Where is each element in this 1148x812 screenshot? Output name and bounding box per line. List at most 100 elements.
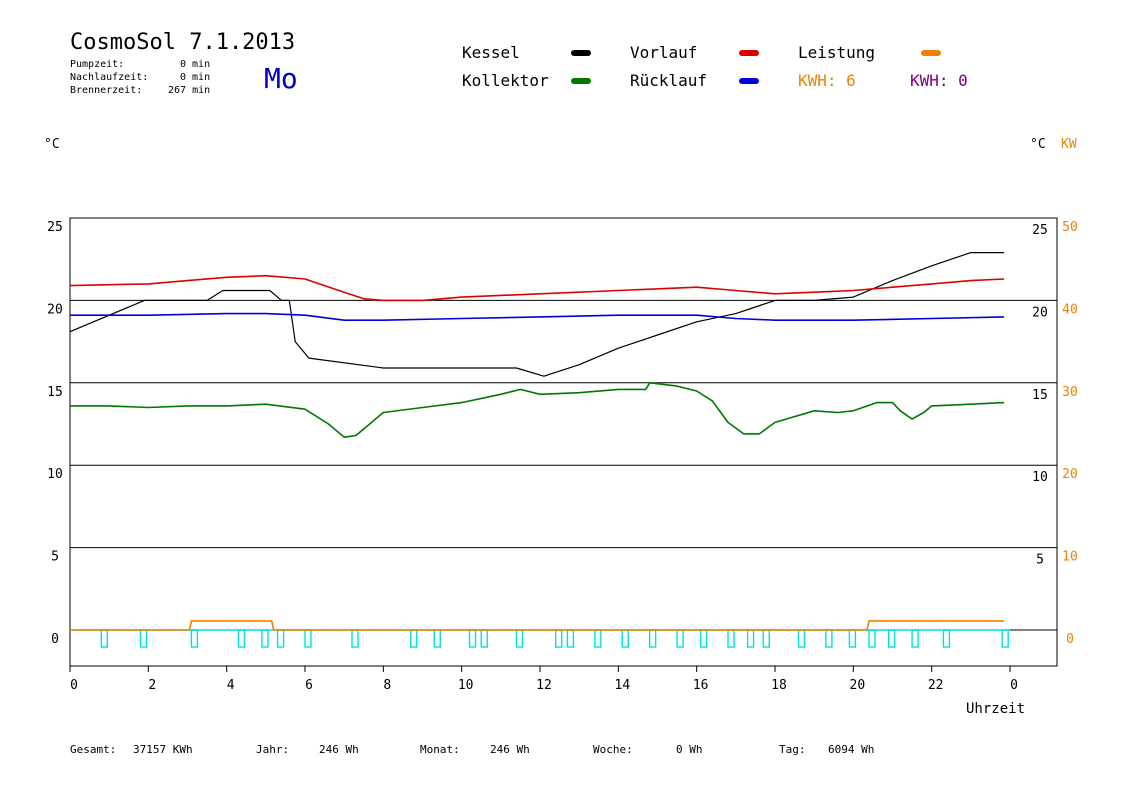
footer-jahr-label: Jahr:: [256, 743, 290, 756]
pump-pulse-mark: [304, 629, 312, 648]
pump-pulse-mark: [746, 629, 755, 648]
y-tick-left: 25: [47, 220, 63, 235]
x-tick-label: 18: [771, 678, 787, 693]
y-tick-left: 15: [47, 385, 63, 400]
right-axis-unit-kw: KW: [1061, 137, 1077, 152]
y-tick-left: 20: [47, 302, 63, 317]
pump-pulse-mark: [276, 629, 285, 648]
nachlauf-label: Nachlaufzeit:: [70, 72, 149, 83]
pump-pulse-mark: [621, 629, 629, 648]
brenner-label: Brennerzeit:: [70, 85, 143, 96]
nachlauf-value: 0 min: [180, 72, 211, 83]
left-axis-unit: °C: [44, 137, 60, 152]
pump-pulse-mark: [594, 629, 602, 648]
series-line-kollektor: [70, 382, 1005, 438]
x-tick-label: 2: [148, 678, 156, 693]
legend-kessel-label: Kessel: [462, 43, 520, 62]
footer-woche-value: 0 Wh: [676, 743, 703, 756]
x-tick-label: 20: [850, 678, 866, 693]
y-tick-right: 10: [1032, 470, 1048, 485]
x-tick-label: 22: [928, 678, 944, 693]
y-tick-right: 15: [1032, 388, 1048, 403]
app-title: CosmoSol 7.1.2013: [70, 30, 296, 55]
legend-ruecklauf-label: Rücklauf: [630, 71, 708, 90]
pump-pulse-mark: [1001, 629, 1009, 648]
pump-pulse-mark: [825, 629, 833, 648]
legend-ruecklauf-swatch: [739, 78, 759, 84]
y-tick-right-kw: 10: [1062, 550, 1078, 565]
legend-leistung-label: Leistung: [798, 43, 876, 62]
pump-pulse-mark: [468, 629, 477, 648]
x-tick-label: 0: [70, 678, 78, 693]
pump-pulse-mark: [868, 629, 876, 648]
pump-pulse-mark: [190, 629, 199, 648]
legend-kessel-swatch: [571, 50, 591, 56]
x-axis-label: Uhrzeit: [966, 701, 1026, 717]
footer-gesamt-label: Gesamt:: [70, 743, 117, 756]
pump-pulse-mark: [762, 629, 770, 648]
series-line-kessel: [69, 252, 1005, 377]
x-tick-label: 10: [458, 678, 474, 693]
y-tick-right-kw: 30: [1062, 385, 1078, 400]
footer-gesamt-value: 37157 KWh: [133, 743, 193, 756]
pump-pulse-mark: [699, 629, 708, 648]
x-tick-label: 6: [305, 678, 313, 693]
series-line-ruecklauf: [70, 312, 1005, 321]
kwh-leistung-value: KWH: 6: [798, 71, 856, 90]
footer-monat-value: 246 Wh: [490, 743, 530, 756]
pump-pulse-mark: [676, 629, 684, 648]
series-line-vorlauf: [69, 274, 1005, 302]
y-tick-right: 5: [1036, 553, 1044, 568]
pump-pulse-mark: [566, 629, 575, 648]
right-axis-unit: °C: [1030, 137, 1046, 152]
x-tick-label: 8: [383, 678, 391, 693]
pump-pulse-mark: [237, 629, 246, 648]
y-tick-left: 5: [51, 550, 59, 565]
pump-pulse-mark: [351, 629, 359, 648]
pump-pulse-mark: [261, 629, 269, 648]
weekday-label: Mo: [264, 62, 298, 95]
footer-monat-label: Monat:: [420, 743, 460, 756]
footer-tag-value: 6094 Wh: [828, 743, 875, 756]
pump-pulse-mark: [911, 629, 919, 648]
pump-pulse-mark: [848, 629, 857, 648]
brenner-value: 267 min: [168, 85, 211, 96]
y-tick-right: 25: [1032, 223, 1048, 238]
kwh-second-value: KWH: 0: [910, 71, 968, 90]
footer-tag-label: Tag:: [779, 743, 806, 756]
pump-pulse-mark: [515, 629, 524, 648]
pump-pulse-mark: [942, 629, 951, 648]
y-tick-right-kw: 50: [1062, 220, 1078, 235]
pump-pulse-mark: [887, 629, 896, 648]
footer-jahr-value: 246 Wh: [319, 743, 359, 756]
y-tick-left: 0: [51, 632, 59, 647]
y-tick-right-kw: 40: [1062, 302, 1078, 317]
y-tick-right-kw: 20: [1062, 467, 1078, 482]
y-tick-left: 10: [47, 467, 63, 482]
pump-pulse-mark: [727, 629, 735, 648]
pump-pulse-mark: [554, 629, 563, 648]
x-tick-label: 16: [693, 678, 709, 693]
pump-pulse-mark: [100, 629, 109, 648]
footer-woche-label: Woche:: [593, 743, 633, 756]
x-tick-label: 12: [536, 678, 552, 693]
series-line-leistung: [70, 620, 1005, 631]
legend-vorlauf-label: Vorlauf: [630, 43, 698, 62]
y-tick-right: 20: [1032, 305, 1048, 320]
pump-pulse-mark: [648, 629, 657, 648]
y-tick-right-kw: 0: [1066, 632, 1074, 647]
pumpzeit-label: Pumpzeit:: [70, 59, 125, 70]
pumpzeit-value: 0 min: [180, 59, 211, 70]
pump-pulse-mark: [797, 629, 806, 648]
legend-leistung-swatch: [921, 50, 941, 56]
pump-pulse-mark: [433, 629, 441, 648]
pump-pulse-mark: [480, 629, 488, 648]
x-tick-label: 14: [615, 678, 631, 693]
x-tick-label: 0: [1010, 678, 1018, 693]
legend-kollektor-swatch: [571, 78, 591, 84]
pump-pulse-mark: [139, 629, 148, 648]
legend-vorlauf-swatch: [739, 50, 759, 56]
pump-pulse-mark: [410, 629, 418, 648]
legend-kollektor-label: Kollektor: [462, 71, 549, 90]
